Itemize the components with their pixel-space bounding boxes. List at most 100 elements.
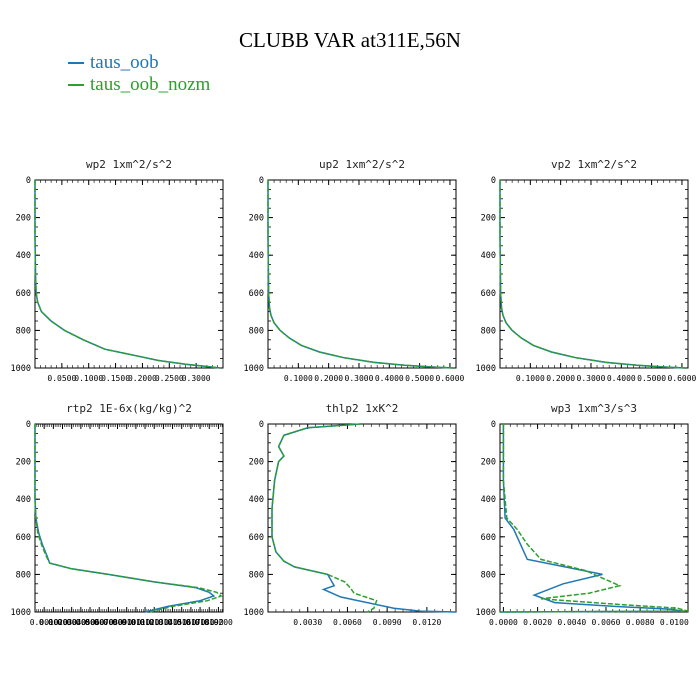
figure-title: CLUBB VAR at311E,56N xyxy=(239,28,461,52)
panel-title: vp2 1xm^2/s^2 xyxy=(551,158,637,171)
plot-frame xyxy=(267,423,457,613)
y-tick-label: 800 xyxy=(249,326,264,336)
panel-title: wp3 1xm^3/s^3 xyxy=(551,402,637,415)
x-tick-label: 0.0010 xyxy=(30,618,59,627)
series-line-taus_oob_nozm xyxy=(499,424,689,613)
panel-3: rtp2 1E-6x(kg/kg)^2020040060080010000.00… xyxy=(11,402,234,627)
x-tick-label: 0.0180 xyxy=(186,618,215,627)
y-tick-label: 0 xyxy=(259,420,264,430)
x-tick-label: 0.5000 xyxy=(405,374,434,383)
y-tick-label: 400 xyxy=(249,251,264,261)
x-tick-label: 0.0060 xyxy=(333,618,362,627)
x-tick-label: 0.0200 xyxy=(204,618,233,627)
series-line-taus_oob xyxy=(34,180,221,369)
x-tick-label: 0.0030 xyxy=(293,618,322,627)
x-tick-label: 0.0020 xyxy=(39,618,68,627)
y-tick-label: 1000 xyxy=(11,608,31,618)
legend-label-0: taus_oob xyxy=(90,52,159,73)
panel-title: rtp2 1E-6x(kg/kg)^2 xyxy=(66,402,192,415)
x-tick-label: 0.2000 xyxy=(314,374,343,383)
series-line-taus_oob xyxy=(499,424,684,613)
y-tick-label: 400 xyxy=(481,251,496,261)
y-tick-label: 800 xyxy=(481,326,496,336)
x-tick-label: 0.0170 xyxy=(176,618,205,627)
series-line-taus_oob xyxy=(34,424,216,613)
x-tick-label: 0.4000 xyxy=(607,374,636,383)
x-tick-label: 0.0070 xyxy=(85,618,114,627)
y-tick-label: 600 xyxy=(481,533,496,543)
series-line-taus_oob xyxy=(271,423,457,613)
x-tick-label: 0.0000 xyxy=(489,618,518,627)
y-tick-label: 200 xyxy=(249,458,264,468)
x-tick-label: 0.6000 xyxy=(667,374,696,383)
x-tick-label: 0.1000 xyxy=(74,374,103,383)
y-tick-label: 200 xyxy=(481,214,496,224)
x-tick-label: 0.0060 xyxy=(76,618,105,627)
legend-swatch-1 xyxy=(68,84,84,86)
x-tick-label: 0.1500 xyxy=(101,374,130,383)
panel-title: thlp2 1xK^2 xyxy=(326,402,399,415)
x-tick-label: 0.0120 xyxy=(412,618,441,627)
x-tick-label: 0.2000 xyxy=(546,374,575,383)
y-tick-label: 1000 xyxy=(476,608,496,618)
series-line-taus_oob_nozm xyxy=(34,424,223,613)
y-tick-label: 600 xyxy=(481,289,496,299)
panel-4: thlp2 1xK^2 0 200 400 600 800 1000 0.0030 0.0060… xyxy=(244,402,457,627)
x-tick-label: 0.0100 xyxy=(112,618,141,627)
y-tick-label: 400 xyxy=(481,495,496,505)
plot-frame xyxy=(499,179,689,369)
x-tick-label: 0.0150 xyxy=(158,618,187,627)
y-tick-label: 200 xyxy=(16,214,31,224)
y-tick-label: 1000 xyxy=(476,364,496,374)
y-tick-label: 0 xyxy=(259,176,264,186)
plot-frame xyxy=(34,179,224,369)
y-tick-label: 0 xyxy=(26,420,31,430)
y-tick-label: 1000 xyxy=(244,364,264,374)
y-tick-label: 800 xyxy=(249,570,264,580)
x-tick-label: 0.0140 xyxy=(149,618,178,627)
x-tick-label: 0.0040 xyxy=(557,618,586,627)
x-tick-label: 0.3000 xyxy=(182,374,211,383)
x-tick-label: 0.0100 xyxy=(660,618,689,627)
x-tick-label: 0.0080 xyxy=(94,618,123,627)
y-tick-label: 0 xyxy=(26,176,31,186)
y-tick-label: 600 xyxy=(249,533,264,543)
y-tick-label: 400 xyxy=(16,251,31,261)
x-tick-label: 0.2000 xyxy=(128,374,157,383)
panel-1: up2 1xm^2/s^2 0 200 400 600 800 1000 0.1000 0.20… xyxy=(244,158,465,383)
y-tick-label: 600 xyxy=(16,289,31,299)
y-tick-label: 200 xyxy=(16,458,31,468)
x-tick-label: 0.0020 xyxy=(523,618,552,627)
x-tick-label: 0.1000 xyxy=(516,374,545,383)
x-tick-label: 0.2500 xyxy=(155,374,184,383)
series-line-taus_oob_nozm xyxy=(267,180,454,369)
legend: taus_oob taus_oob_nozm xyxy=(68,52,210,96)
series-line-taus_oob xyxy=(499,180,686,369)
y-tick-label: 0 xyxy=(491,176,496,186)
x-tick-label: 0.0130 xyxy=(140,618,169,627)
series-line-taus_oob_nozm xyxy=(34,180,221,369)
y-tick-label: 800 xyxy=(16,570,31,580)
x-tick-label: 0.0160 xyxy=(167,618,196,627)
x-tick-label: 0.0120 xyxy=(131,618,160,627)
x-tick-label: 0.0090 xyxy=(373,618,402,627)
x-tick-label: 0.1000 xyxy=(284,374,313,383)
panel-title: wp2 1xm^2/s^2 xyxy=(86,158,172,171)
y-tick-label: 800 xyxy=(481,570,496,580)
y-tick-label: 1000 xyxy=(244,608,264,618)
legend-entry: taus_oob xyxy=(68,52,210,74)
panel-title: up2 1xm^2/s^2 xyxy=(319,158,405,171)
y-tick-label: 600 xyxy=(16,533,31,543)
plot-frame xyxy=(34,423,224,613)
x-tick-label: 0.0050 xyxy=(66,618,95,627)
legend-swatch-0 xyxy=(68,62,84,64)
x-tick-label: 0.6000 xyxy=(435,374,464,383)
legend-entry: taus_oob_nozm xyxy=(68,74,210,96)
x-tick-label: 0.0190 xyxy=(195,618,224,627)
panel-0: wp2 1xm^2/s^2 0 200 400 600 800 1000 0.05000.10… xyxy=(11,158,224,383)
y-tick-label: 400 xyxy=(16,495,31,505)
x-tick-label: 0.0080 xyxy=(626,618,655,627)
x-tick-label: 0.0030 xyxy=(48,618,77,627)
